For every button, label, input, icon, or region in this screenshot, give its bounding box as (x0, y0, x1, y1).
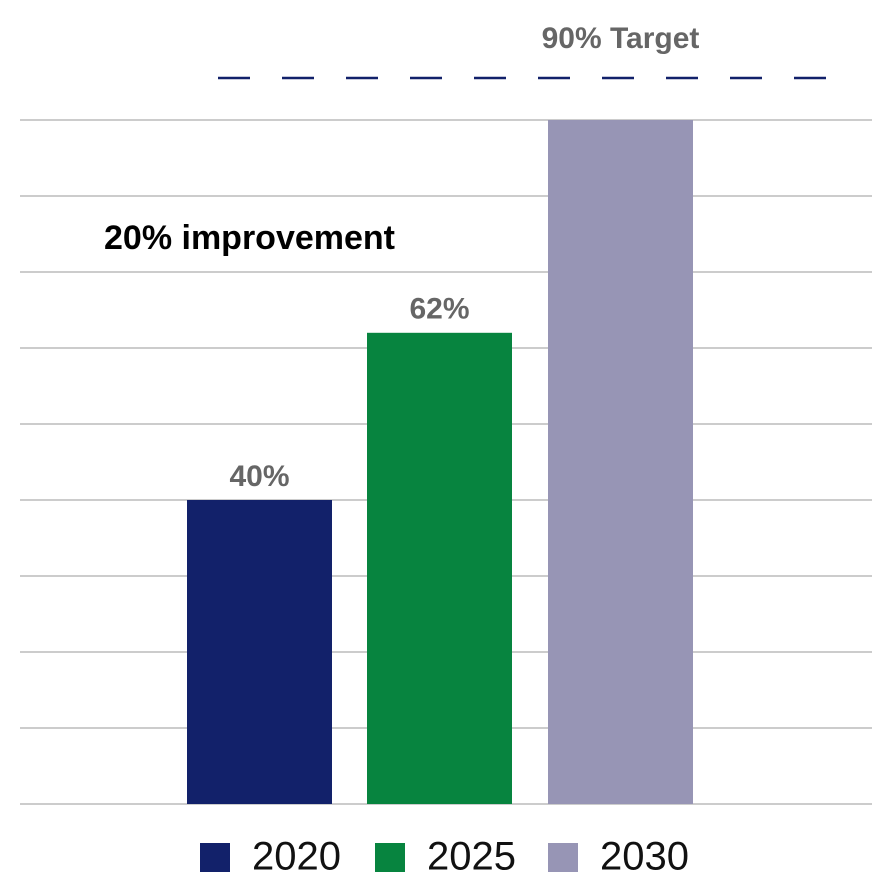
bar (548, 120, 693, 804)
legend-label: 2025 (427, 835, 516, 872)
value-label: 40% (229, 460, 289, 493)
legend-swatch (200, 843, 230, 872)
bar (187, 500, 332, 804)
value-label: 62% (409, 293, 469, 326)
value-label: 90% Target (542, 22, 700, 55)
legend-label: 2020 (252, 835, 341, 872)
annotation: 20% improvement (104, 219, 395, 257)
bar (367, 332, 512, 804)
legend-swatch (375, 843, 405, 872)
legend-swatch (548, 843, 578, 872)
legend-label: 2030 (600, 835, 689, 872)
